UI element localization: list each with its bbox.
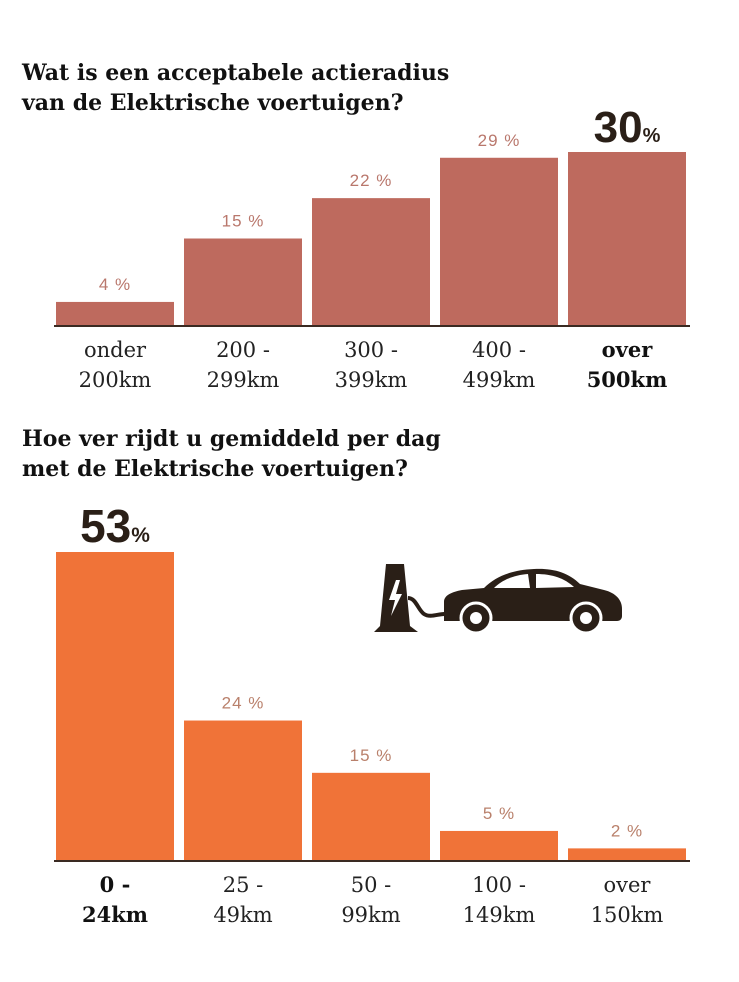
chart-2-title: Hoe ver rijdt u gemiddeld per dag met de… bbox=[22, 424, 441, 484]
car-icon bbox=[444, 568, 622, 634]
bar-2 bbox=[184, 238, 302, 325]
category-label-5-line-2: 500km bbox=[587, 367, 668, 392]
highlight-value-percent: % bbox=[131, 524, 150, 547]
category-label-1-line-1: onder bbox=[84, 338, 147, 362]
highlight-value-number: 53 bbox=[80, 500, 131, 552]
category-label-3-line-2: 99km bbox=[341, 903, 400, 927]
ev-charging-car-icon bbox=[374, 564, 622, 634]
chart-1-title-line-2: van de Elektrische voertuigen? bbox=[22, 90, 404, 116]
bar-1 bbox=[56, 301, 174, 325]
chart-1-range-bar-chart: 4 % onder 200km 15 % 200 - 299km 22 % 300 - 399k… bbox=[54, 103, 690, 392]
value-label-3: 15 % bbox=[350, 746, 393, 765]
chart-1-title-line-1: Wat is een acceptabele actieradius bbox=[22, 60, 450, 86]
highlight-value-number: 30 bbox=[594, 103, 643, 152]
category-label-2-line-2: 299km bbox=[207, 368, 280, 392]
highlight-value-label: 53% bbox=[80, 500, 150, 552]
category-label-5-line-2: 150km bbox=[591, 903, 664, 927]
category-label-2-line-1: 25 - bbox=[223, 873, 264, 897]
chart-1-title: Wat is een acceptabele actieradius van d… bbox=[22, 58, 449, 118]
value-label-1: 4 % bbox=[99, 275, 131, 294]
category-label-5-line-1: over bbox=[602, 337, 654, 362]
bar-4 bbox=[440, 830, 558, 860]
bar-5 bbox=[568, 848, 686, 860]
chart-2-title-line-2: met de Elektrische voertuigen? bbox=[22, 456, 408, 482]
category-label-3-line-1: 50 - bbox=[351, 873, 392, 897]
bar-3 bbox=[312, 772, 430, 860]
category-label-4-line-2: 499km bbox=[463, 368, 536, 392]
value-label-2: 15 % bbox=[222, 212, 265, 231]
category-label-4-line-1: 400 - bbox=[472, 338, 526, 362]
category-label-5-line-1: over bbox=[604, 873, 652, 897]
category-label-2-line-2: 49km bbox=[213, 903, 272, 927]
bar-5 bbox=[568, 152, 686, 325]
bar-4 bbox=[440, 157, 558, 325]
bar-2 bbox=[184, 720, 302, 860]
bar-1 bbox=[56, 552, 174, 860]
category-label-2-line-1: 200 - bbox=[216, 338, 270, 362]
category-label-3-line-2: 399km bbox=[335, 368, 408, 392]
category-label-1-line-1: 0 - bbox=[100, 872, 131, 897]
category-label-3-line-1: 300 - bbox=[344, 338, 398, 362]
value-label-3: 22 % bbox=[350, 171, 393, 190]
value-label-2: 24 % bbox=[222, 694, 265, 713]
value-label-4: 29 % bbox=[478, 131, 521, 150]
value-label-4: 5 % bbox=[483, 804, 515, 823]
value-label-5: 2 % bbox=[611, 821, 643, 840]
bar-3 bbox=[312, 198, 430, 325]
chart-2-title-line-1: Hoe ver rijdt u gemiddeld per dag bbox=[22, 426, 441, 452]
category-label-4-line-1: 100 - bbox=[472, 873, 526, 897]
ev-charger-icon bbox=[374, 564, 445, 632]
category-label-1-line-2: 200km bbox=[79, 368, 152, 392]
highlight-value-percent: % bbox=[643, 125, 661, 147]
category-label-1-line-2: 24km bbox=[82, 902, 148, 927]
category-label-4-line-2: 149km bbox=[463, 903, 536, 927]
highlight-value-label: 30% bbox=[594, 103, 661, 152]
